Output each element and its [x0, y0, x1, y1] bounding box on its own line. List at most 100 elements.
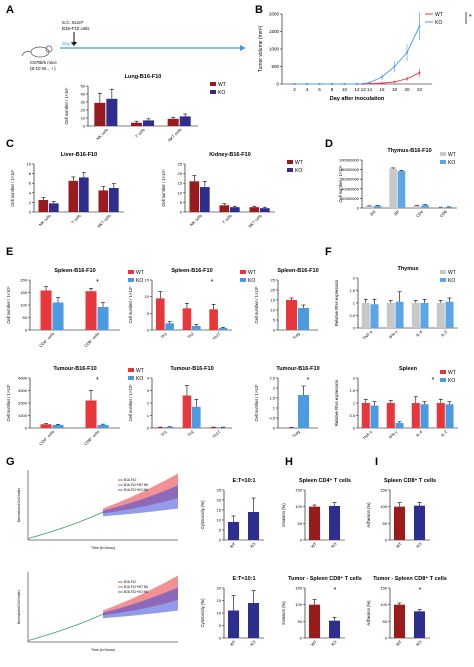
- x-tick-label: NKT cells: [96, 213, 112, 229]
- y-tick-label: 20: [217, 498, 222, 503]
- series-line: [294, 72, 420, 85]
- y-tick-label: 0: [273, 328, 276, 333]
- y-tick-label: 20: [271, 288, 276, 293]
- y-tick-label: 0: [25, 328, 28, 333]
- legend-label: WT: [136, 368, 144, 374]
- data-point: [362, 82, 365, 85]
- y-tick-label: 100: [380, 602, 387, 607]
- y-axis-label: Adhesion (%): [366, 600, 371, 626]
- y-axis-label: Invasion (%): [281, 601, 286, 625]
- significance-marker: *: [432, 377, 435, 384]
- bar: [365, 206, 374, 208]
- y-axis-label: Adhesion (%): [366, 502, 371, 528]
- y-tick-label: 10: [217, 611, 222, 616]
- x-tick-label: 6: [318, 87, 321, 92]
- chart-a-lung: Lung-B16-F10 Cell number / 1×10⁵ 0 10 20 30 40…: [64, 74, 226, 143]
- bar: [445, 301, 454, 328]
- chart-title: Spleen CD4⁺ T cells: [299, 477, 351, 484]
- chart-d-thymus: Thymus-B16-F10 Cell number / 1×10⁶ 0 200000…: [338, 148, 457, 218]
- y-tick-label: 200: [20, 278, 27, 283]
- chart-title: Tumour-B16-F10: [276, 366, 319, 372]
- bar: [436, 303, 445, 328]
- y-tick-label: 1500: [269, 29, 280, 34]
- bar: [436, 403, 445, 428]
- x-tick-label: WT: [395, 541, 403, 549]
- x-tick-label: TNF-α: [362, 429, 374, 441]
- panel-label-i: I: [375, 456, 379, 468]
- y-axis-label: Relative RNA expression: [334, 379, 339, 426]
- y-tick-label: 5: [219, 623, 222, 628]
- baseline-trace: [27, 511, 104, 539]
- significance-marker: *: [96, 377, 99, 384]
- x-tick-label: 10: [342, 87, 348, 92]
- y-axis-label: Cell number / 1×10⁶: [338, 165, 343, 202]
- x-tick-label: IL-2: [440, 429, 449, 438]
- data-point: [306, 83, 308, 85]
- data-point: [393, 80, 396, 83]
- y-tick-label: 4: [29, 190, 32, 195]
- chart-title: Liver-B16-F10: [61, 152, 97, 158]
- mouse-icon: [21, 45, 53, 58]
- chart-title: Tumor - Spleen CD8⁺ T cells: [288, 575, 362, 582]
- legend-label: B16-F10+WT NK: [124, 483, 149, 487]
- y-tick-label: 2: [273, 386, 276, 391]
- y-tick-label: 2000: [18, 401, 28, 406]
- legend-label: KO: [218, 90, 225, 96]
- y-tick-label: 20: [217, 586, 222, 591]
- y-axis-label: Cell number / 1×10³: [254, 286, 259, 323]
- legend-swatch: [128, 376, 134, 380]
- data-point: [393, 65, 396, 68]
- bar: [309, 604, 321, 638]
- bar: [79, 177, 89, 212]
- bar: [228, 522, 240, 540]
- chart-title: Thymus-B16-F10: [387, 148, 431, 154]
- x-tick-label: Treg: [291, 429, 300, 438]
- bar: [97, 424, 109, 428]
- data-point: [418, 25, 421, 28]
- chart-i-spleen: Spleen CD8⁺ T cells Adhesion (%) 0 50 100 150…: [366, 477, 436, 549]
- y-tick-label: 0: [83, 124, 86, 129]
- bar: [361, 303, 370, 328]
- y-tick-label: 10: [81, 116, 86, 121]
- day0-label: Day 0: [62, 41, 74, 46]
- bar: [189, 181, 200, 212]
- y-tick-label: 0: [25, 426, 28, 431]
- y-tick-label: 15: [145, 278, 150, 283]
- y-tick-label: 0: [300, 636, 303, 641]
- bar: [370, 304, 379, 328]
- bar: [420, 404, 429, 428]
- chart-g-cyto-2: E:T=10:1 Cytotoxicity (%) 0 5 10 15 20 WT KO: [200, 576, 264, 647]
- y-tick-label: 1: [353, 401, 356, 406]
- bar: [40, 424, 52, 428]
- x-axis-label: Day after inoculation: [330, 96, 385, 102]
- panel-label-d: D: [325, 138, 333, 150]
- y-tick-label: 0: [385, 538, 388, 543]
- x-tick-label: Th2: [186, 331, 195, 340]
- y-tick-label: 15: [178, 181, 183, 186]
- x-axis-label: Time (in Hours): [91, 546, 115, 550]
- bar: [218, 427, 228, 428]
- y-tick-label: 100: [20, 303, 27, 308]
- bar: [179, 116, 191, 126]
- x-tick-label: IFN-γ: [388, 429, 398, 439]
- x-tick-label: NK cells: [38, 213, 52, 227]
- x-tick-label: NKT cells: [247, 213, 263, 229]
- bar: [436, 207, 445, 208]
- baseline-trace: [27, 613, 104, 641]
- legend-label: WT: [448, 270, 456, 276]
- panel-label-e: E: [6, 246, 14, 258]
- bar: [192, 406, 201, 428]
- x-tick-label: KO: [249, 639, 257, 647]
- panel-label-f: F: [325, 246, 332, 258]
- chart-b-tumor-volume: 0 500 1000 1500 2000 2 4 6 8 10 12 13 14 16 18 20 22 Day …: [258, 12, 472, 103]
- y-axis-label: Cell number / 1×10⁶: [6, 286, 11, 323]
- legend-swatch: [440, 370, 446, 374]
- y-tick-label: 30: [81, 100, 86, 105]
- chart-title: Tumor - Spleen CD8⁺ T cells: [373, 575, 447, 582]
- y-axis-label: Invasion (%): [281, 503, 286, 527]
- y-tick-label: 5: [273, 318, 276, 323]
- x-tick-label: 16: [379, 87, 385, 92]
- x-tick-label: 20: [404, 87, 410, 92]
- schematic: S.C. 5x10⁵ B16-F10 cells Day 0 C57Bl/6 m…: [21, 20, 246, 71]
